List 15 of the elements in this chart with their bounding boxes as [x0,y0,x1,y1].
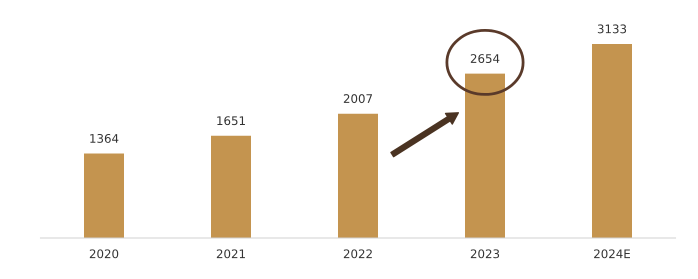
data-label: 2654 [470,54,500,64]
x-tick-label: 2022 [344,249,372,258]
data-label: 3133 [598,24,626,34]
x-tick-label: 2020 [90,249,118,258]
data-label: 1364 [90,134,118,143]
bar [211,136,252,238]
bar [84,154,124,238]
bar [592,44,632,238]
bar [338,114,378,238]
data-label: 1651 [217,116,245,126]
x-tick-label: 2021 [216,249,245,258]
bar [464,74,505,238]
x-tick-label: 2024E [594,249,630,258]
x-tick-label: 2023 [470,249,500,258]
data-label: 2007 [344,94,372,104]
